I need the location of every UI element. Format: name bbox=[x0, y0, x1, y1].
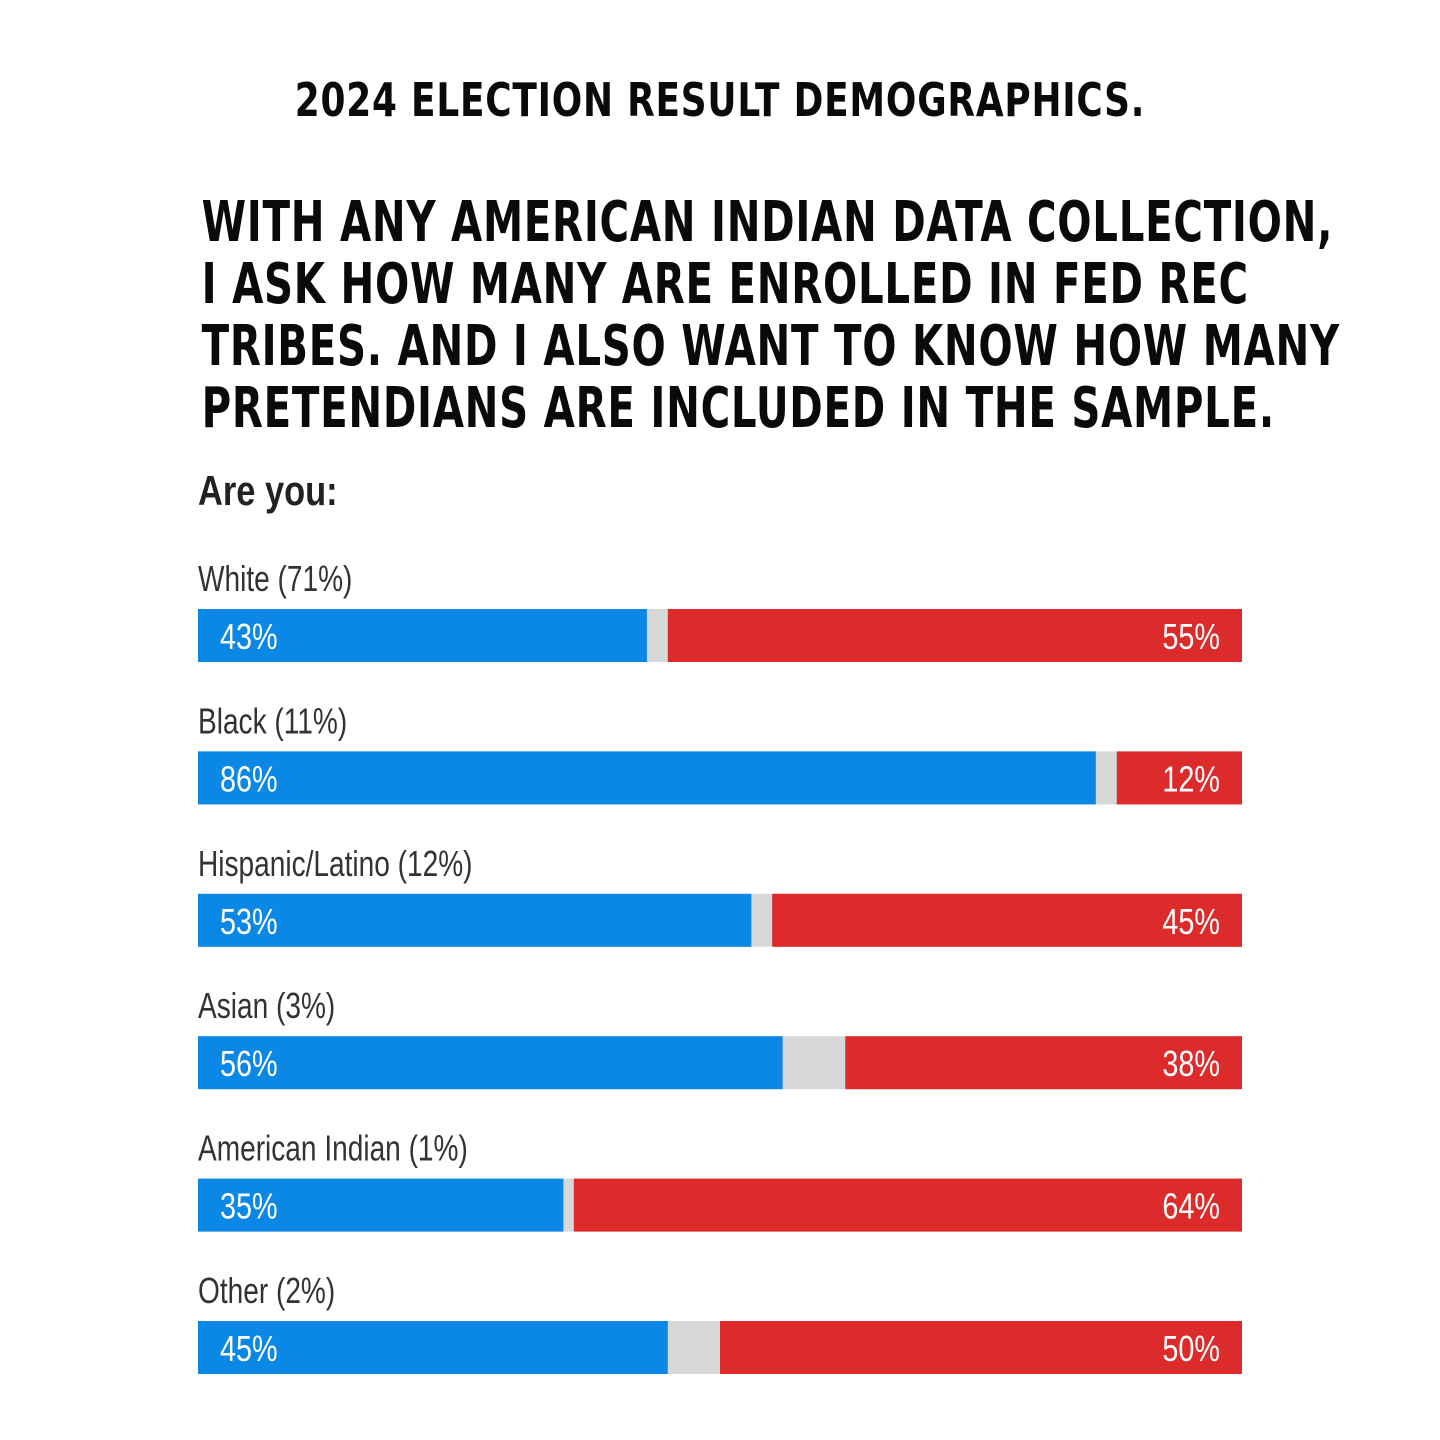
commentary-line: I ASK HOW MANY ARE ENROLLED IN FED REC bbox=[201, 252, 1249, 317]
republican-value-label: 45% bbox=[1162, 901, 1220, 942]
bar-republican-segment bbox=[1116, 751, 1242, 805]
category-label: Other (2%) bbox=[198, 1271, 335, 1311]
democrat-value-label: 53% bbox=[220, 901, 278, 942]
category-label: Asian (3%) bbox=[198, 986, 335, 1026]
chart-title: Are you: bbox=[198, 468, 338, 515]
bar-row: Asian (3%) 56% 38% bbox=[198, 986, 1242, 1090]
republican-value-label: 12% bbox=[1162, 758, 1220, 799]
headline-title: 2024 ELECTION RESULT DEMOGRAPHICS. bbox=[294, 73, 1146, 127]
commentary-line: TRIBES. AND I ALSO WANT TO KNOW HOW MANY bbox=[201, 314, 1340, 379]
bar-democrat-segment bbox=[198, 1178, 564, 1232]
democrat-value-label: 56% bbox=[220, 1043, 278, 1084]
bar-row: Hispanic/Latino (12%) 53% 45% bbox=[198, 843, 1242, 947]
bar-republican-segment bbox=[573, 1178, 1242, 1232]
democrat-value-label: 35% bbox=[220, 1185, 278, 1226]
republican-value-label: 38% bbox=[1162, 1043, 1220, 1084]
democrat-value-label: 45% bbox=[220, 1328, 278, 1369]
bar-democrat-segment bbox=[198, 893, 752, 947]
bar-republican-segment bbox=[845, 1036, 1242, 1090]
bar-republican-segment bbox=[667, 609, 1242, 662]
republican-value-label: 50% bbox=[1162, 1328, 1220, 1369]
republican-value-label: 64% bbox=[1162, 1185, 1220, 1226]
democrat-value-label: 43% bbox=[220, 616, 278, 657]
category-label: Hispanic/Latino (12%) bbox=[198, 843, 473, 883]
bar-row: American Indian (1%) 35% 64% bbox=[198, 1128, 1242, 1232]
category-label: White (71%) bbox=[198, 559, 352, 599]
bar-democrat-segment bbox=[198, 751, 1096, 805]
category-label: American Indian (1%) bbox=[198, 1128, 468, 1168]
bar-row: Other (2%) 45% 50% bbox=[198, 1271, 1242, 1374]
headline-commentary: WITH ANY AMERICAN INDIAN DATA COLLECTION… bbox=[201, 190, 1340, 441]
bar-democrat-segment bbox=[198, 1321, 668, 1374]
republican-value-label: 55% bbox=[1162, 616, 1220, 657]
bar-row: White (71%) 43% 55% bbox=[198, 559, 1242, 662]
bar-democrat-segment bbox=[198, 609, 647, 662]
commentary-line: PRETENDIANS ARE INCLUDED IN THE SAMPLE. bbox=[201, 376, 1275, 441]
bar-republican-segment bbox=[720, 1321, 1242, 1374]
bar-democrat-segment bbox=[198, 1036, 783, 1090]
category-label: Black (11%) bbox=[198, 701, 347, 741]
democrat-value-label: 86% bbox=[220, 758, 278, 799]
bar-row: Black (11%) 86% 12% bbox=[198, 701, 1242, 805]
commentary-line: WITH ANY AMERICAN INDIAN DATA COLLECTION… bbox=[201, 190, 1334, 255]
bar-republican-segment bbox=[772, 893, 1242, 947]
